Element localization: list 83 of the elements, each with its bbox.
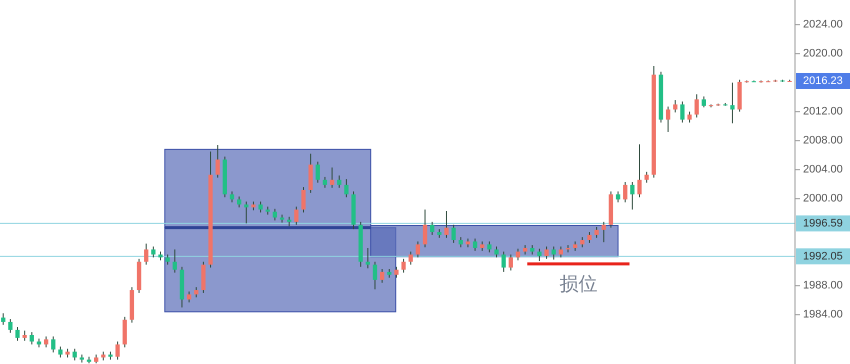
ref-line-label: 1996.59	[803, 217, 843, 230]
candlestick	[430, 221, 434, 236]
candlestick	[616, 190, 620, 203]
candlestick	[294, 206, 298, 226]
candlestick	[194, 286, 198, 298]
candlestick	[394, 266, 399, 278]
candlestick	[637, 144, 642, 198]
candlestick	[172, 248, 177, 274]
y-tick-label: 2000.00	[803, 192, 843, 205]
candlestick	[30, 332, 34, 345]
y-tick-label: 2008.00	[803, 134, 843, 147]
candlestick	[444, 210, 449, 238]
candlestick	[144, 243, 148, 266]
candlestick	[51, 336, 56, 353]
candlestick	[151, 246, 156, 258]
ref-line-label: 损位	[559, 274, 598, 295]
candlestick	[702, 96, 706, 108]
candlestick	[258, 201, 263, 213]
candlestick	[487, 240, 492, 253]
candlestick	[516, 248, 520, 261]
candlestick	[244, 201, 248, 224]
candlestick	[644, 171, 649, 184]
candlestick	[58, 346, 63, 358]
candlestick	[366, 247, 370, 269]
y-tick-label: 2024.00	[803, 18, 843, 31]
candlestick	[1, 312, 6, 326]
candlestick	[8, 318, 13, 334]
candlestick	[15, 326, 20, 342]
y-tick-label: 2004.00	[803, 164, 843, 176]
y-tick-label: 2020.00	[803, 48, 843, 60]
candlestick	[522, 244, 528, 256]
candlestick	[337, 174, 342, 188]
candlestick	[408, 251, 413, 266]
candlestick	[587, 232, 592, 244]
ref-line-label: 1992.05	[803, 250, 843, 262]
candlestick	[580, 236, 584, 248]
candlestick	[687, 111, 692, 124]
candlestick	[552, 246, 556, 260]
candlestick	[237, 196, 242, 208]
candlestick	[166, 254, 170, 266]
candlestick	[287, 216, 292, 227]
candlestick	[451, 224, 456, 244]
candlestick	[72, 348, 77, 361]
candlestick	[573, 240, 578, 252]
candlestick	[372, 261, 378, 290]
candlestick	[508, 254, 513, 271]
candlestick	[380, 268, 384, 284]
candlestick	[115, 341, 120, 360]
candlestick	[630, 182, 634, 210]
candlestick	[330, 167, 334, 188]
y-tick-label: 1984.00	[803, 308, 843, 321]
candlestick	[216, 144, 220, 178]
candlestick	[544, 246, 549, 260]
candlestick	[666, 106, 670, 132]
candlestick	[537, 248, 542, 262]
candlestick	[680, 101, 685, 124]
candlestick	[694, 94, 699, 118]
candlestick	[730, 82, 735, 124]
candlestick	[22, 330, 27, 342]
candlestick	[458, 236, 463, 248]
candlestick	[422, 209, 428, 248]
candlestick	[230, 190, 234, 203]
candlestick	[416, 240, 420, 258]
candlestick	[472, 238, 478, 252]
candlestick	[186, 290, 192, 303]
candlestick	[502, 251, 506, 272]
candlestick	[272, 208, 278, 221]
candlestick	[530, 244, 534, 256]
candlestick	[316, 161, 320, 184]
candlestick	[494, 246, 499, 258]
candlestick	[322, 176, 328, 188]
candlestick	[480, 240, 484, 252]
candlestick	[558, 246, 564, 258]
candlestick	[594, 226, 599, 238]
candlestick	[301, 186, 306, 213]
candlestick	[673, 100, 678, 113]
candlestick	[602, 221, 606, 243]
candlestick	[44, 336, 48, 348]
y-tick-label: 2012.00	[803, 106, 843, 118]
candlestick	[344, 178, 349, 198]
text: 2016.23	[803, 74, 843, 87]
candlestick	[623, 182, 628, 203]
y-tick-label: 1988.00	[803, 280, 843, 292]
